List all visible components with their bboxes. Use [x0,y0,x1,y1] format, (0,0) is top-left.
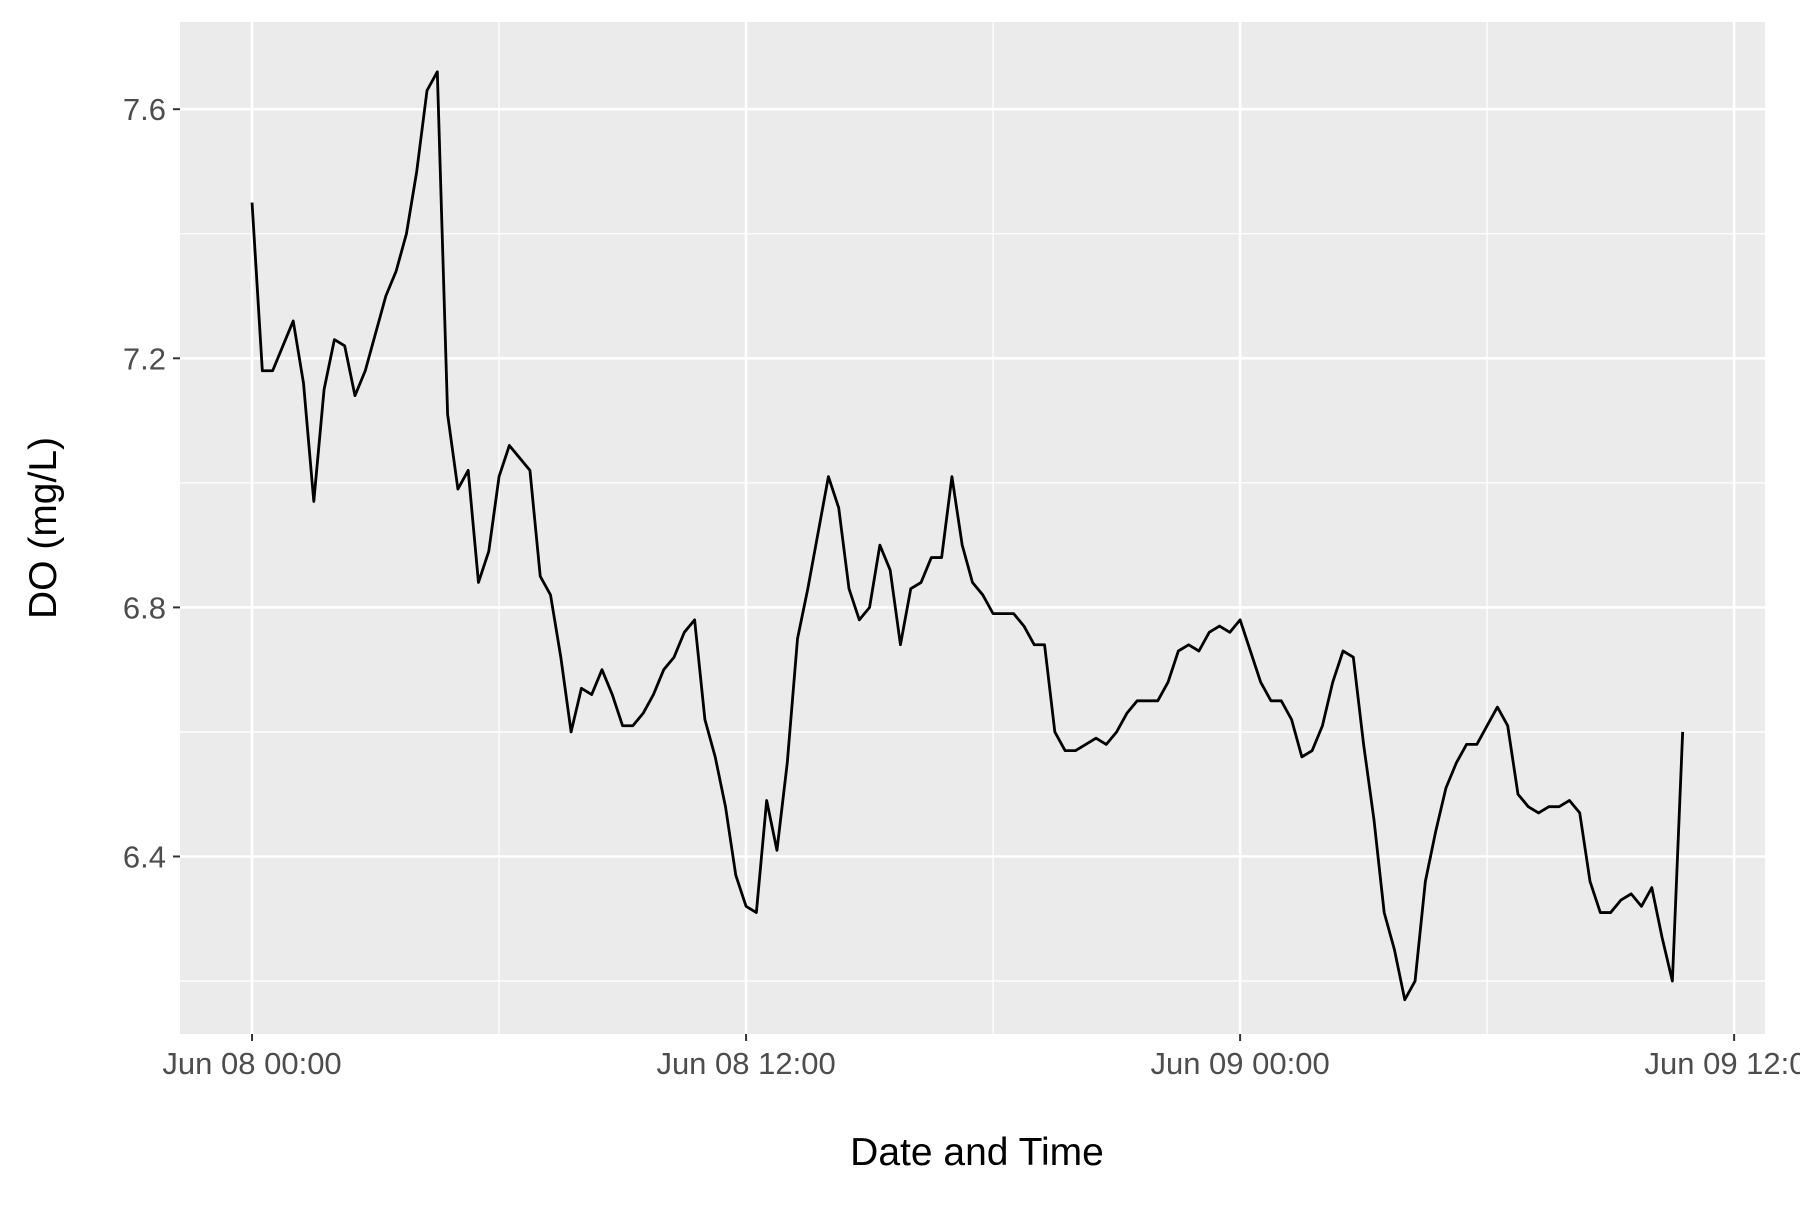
y-tick-label: 6.8 [123,590,166,625]
x-axis-title: Date and Time [850,1131,1104,1174]
plot-panel [180,22,1765,1034]
grid-lines [180,22,1765,1034]
y-tick-label: 7.2 [123,341,166,376]
x-tick-label: Jun 09 12:00 [1644,1046,1800,1081]
y-tick-label: 7.6 [123,92,166,127]
y-axis-title: DO (mg/L) [22,437,65,619]
series-layer [250,70,1685,1002]
x-tick-label: Jun 08 12:00 [656,1046,835,1081]
axes: 6.4 6.8 7.2 7.6 Jun 08 00:00 Jun 08 12:00 Jun … [123,92,1800,1081]
x-tick-label: Jun 09 00:00 [1150,1046,1329,1081]
series-line-do [250,70,1685,1002]
x-tick-label: Jun 08 00:00 [162,1046,341,1081]
y-tick-label: 6.4 [123,840,166,875]
